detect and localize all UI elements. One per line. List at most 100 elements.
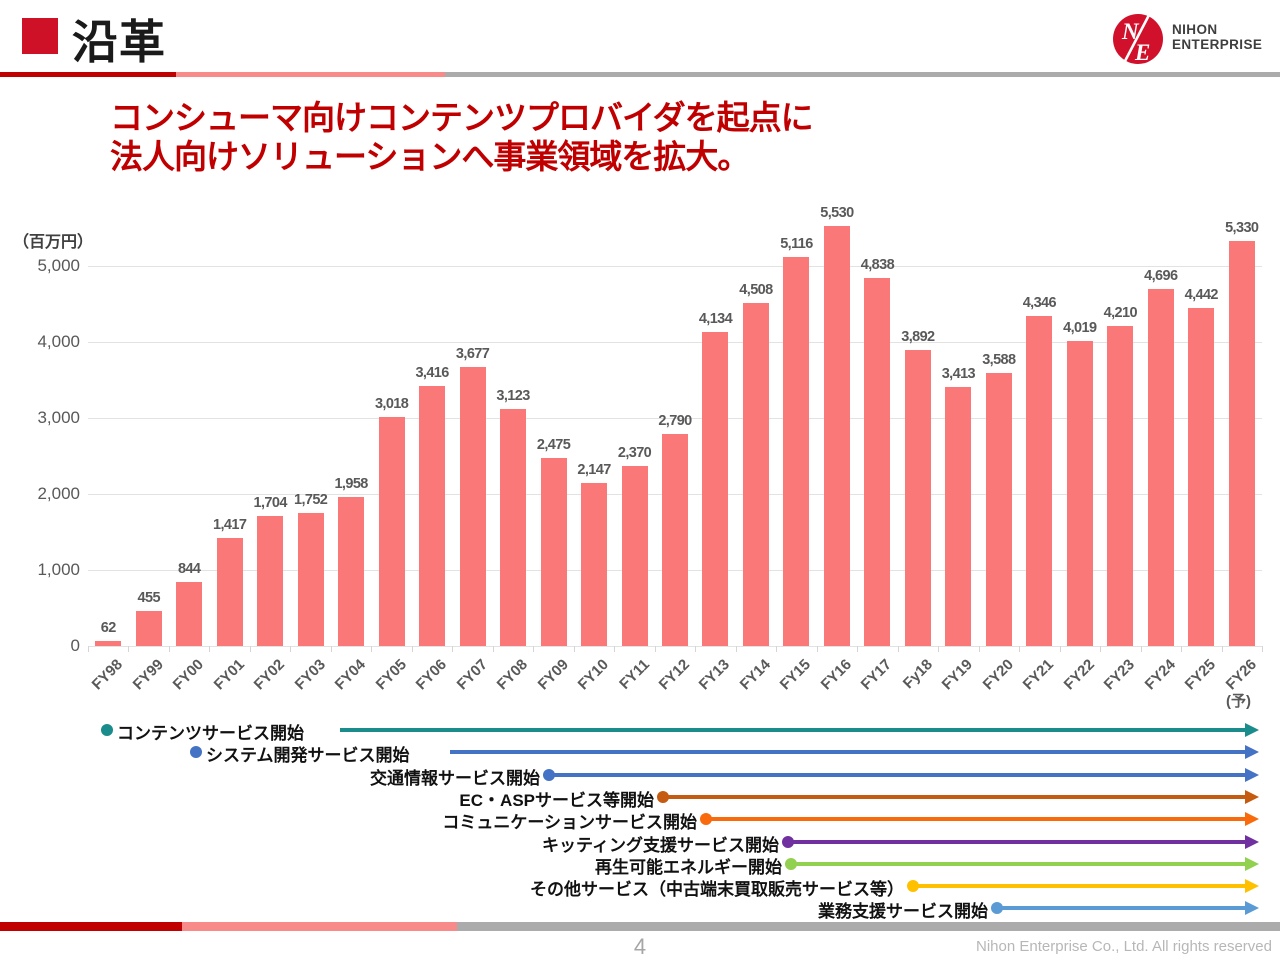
timeline-line xyxy=(796,861,1246,866)
x-axis-tick xyxy=(1059,646,1061,652)
x-axis-tick xyxy=(249,646,251,652)
x-axis-tick xyxy=(411,646,413,652)
page-title: 沿革 xyxy=(72,16,166,68)
x-axis-tick xyxy=(816,646,818,652)
timeline-dot xyxy=(543,768,555,781)
logo-mark-icon: N E xyxy=(1113,14,1163,65)
subtitle-line2: 法人向けソリューションへ事業領域を拡大。 xyxy=(110,138,750,175)
y-tick-label: 1,000 xyxy=(37,560,80,579)
header-rule-gray xyxy=(445,72,1280,77)
x-axis-tick xyxy=(614,646,616,652)
bar-value-label: 3,413 xyxy=(941,365,976,382)
bar-FY00 xyxy=(176,581,203,646)
x-axis-tick xyxy=(209,646,211,652)
timeline-arrow-icon xyxy=(1245,901,1259,916)
bar-FY06 xyxy=(419,386,446,646)
timeline-dot xyxy=(907,880,919,893)
x-axis-tick xyxy=(533,646,535,652)
bar-value-label: 2,370 xyxy=(617,444,652,461)
bar-FY17 xyxy=(864,278,891,646)
bar-FY11 xyxy=(621,465,648,646)
bar-FY10 xyxy=(581,482,608,646)
timeline-dot xyxy=(657,790,669,803)
timeline-label: EC・ASPサービス等開始 xyxy=(459,790,654,810)
copyright-text: Nihon Enterprise Co., Ltd. All rights re… xyxy=(976,938,1272,955)
timeline-label: コンテンツサービス開始 xyxy=(117,724,304,743)
bar-FY22 xyxy=(1066,340,1093,646)
bar-value-label: 844 xyxy=(178,560,201,577)
x-axis-tick xyxy=(1181,646,1183,652)
x-axis-tick xyxy=(492,646,494,652)
bar-value-label: 5,530 xyxy=(820,204,854,221)
bar-value-label: 62 xyxy=(100,620,117,637)
bar-value-label: 5,116 xyxy=(780,236,813,253)
bar-value-label: 4,442 xyxy=(1184,287,1219,304)
x-axis-tick xyxy=(776,646,778,652)
timeline-dot xyxy=(101,724,113,736)
bar-value-label: 4,696 xyxy=(1144,268,1178,285)
logo-company-name: NIHON ENTERPRISE xyxy=(1172,22,1262,52)
bar-FY13 xyxy=(702,331,729,646)
x-axis-tick xyxy=(88,646,89,652)
timeline-line xyxy=(918,884,1246,889)
bar-value-label: 2,147 xyxy=(577,461,611,478)
forecast-note: (予) xyxy=(1226,693,1251,710)
x-axis-tick xyxy=(371,646,373,652)
bar-value-label: 3,123 xyxy=(496,387,530,404)
bar-FY07 xyxy=(459,366,486,646)
company-logo: N E NIHON ENTERPRISE xyxy=(1112,12,1268,65)
bar-FY02 xyxy=(257,516,284,646)
footer-rule-gray xyxy=(457,922,1280,931)
bar-value-label: 455 xyxy=(137,590,161,607)
timeline-line xyxy=(554,772,1246,777)
footer-rule-red xyxy=(0,922,182,931)
x-axis-tick xyxy=(573,646,575,652)
timeline-dot xyxy=(991,902,1003,915)
timeline-label: 業務支援サービス開始 xyxy=(818,902,988,922)
x-axis-tick xyxy=(1100,646,1102,652)
logo-name-line1: NIHON xyxy=(1172,22,1218,37)
timeline-line xyxy=(450,750,1246,755)
x-axis-tick xyxy=(128,646,130,652)
bar-FY12 xyxy=(662,433,688,646)
x-axis-tick xyxy=(735,646,737,652)
x-axis-tick xyxy=(290,646,292,652)
timeline-arrow-icon xyxy=(1245,834,1259,849)
y-tick-label: 0 xyxy=(70,636,80,655)
bar-FY20 xyxy=(985,373,1012,646)
timeline-line xyxy=(1002,906,1246,911)
bar-value-label: 1,752 xyxy=(293,491,328,508)
timeline-arrow-icon xyxy=(1245,767,1259,782)
timeline-label: その他サービス（中古端末買取販売サービス等） xyxy=(530,880,904,900)
bar-FY04 xyxy=(338,497,365,646)
bar-value-label: 4,508 xyxy=(739,282,773,299)
bar-value-label: 1,704 xyxy=(253,495,288,512)
bar-FY24 xyxy=(1147,289,1174,646)
x-axis-tick xyxy=(330,646,332,652)
timeline-arrow-icon xyxy=(1245,856,1259,871)
timeline-dot xyxy=(700,813,712,826)
y-tick-label: 3,000 xyxy=(37,408,80,427)
timeline-arrow-icon xyxy=(1245,723,1259,737)
gridline-3000 xyxy=(88,418,1262,419)
x-axis-tick xyxy=(1221,646,1223,652)
bar-FY25 xyxy=(1188,308,1215,646)
timeline-label: キッティング支援サービス開始 xyxy=(542,835,779,855)
logo-name-line2: ENTERPRISE xyxy=(1172,37,1263,52)
timeline-label: 再生可能エネルギー開始 xyxy=(595,857,782,877)
bar-Fy18 xyxy=(904,350,931,646)
page-number: 4 xyxy=(633,934,647,959)
bar-value-label: 3,416 xyxy=(415,365,449,382)
subtitle: コンシューマ向けコンテンツプロバイダを起点に 法人向けソリューションへ事業領域を… xyxy=(110,98,814,176)
timeline-label: コミュニケーションサービス開始 xyxy=(442,813,697,833)
bar-value-label: 4,019 xyxy=(1063,319,1097,336)
timeline-line xyxy=(711,817,1246,822)
bar-FY05 xyxy=(378,416,405,646)
bar-FY21 xyxy=(1026,315,1053,646)
bar-FY16 xyxy=(823,225,850,646)
timeline-label: システム開発サービス開始 xyxy=(206,746,410,766)
timeline-dot xyxy=(782,835,794,848)
subtitle-line1: コンシューマ向けコンテンツプロバイダを起点に xyxy=(110,99,814,136)
bar-FY19 xyxy=(945,386,972,646)
